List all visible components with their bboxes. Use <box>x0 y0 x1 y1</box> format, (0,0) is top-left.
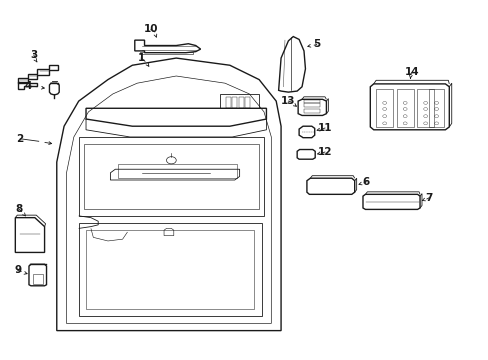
Bar <box>416 89 433 127</box>
Bar <box>304 103 319 107</box>
Text: 13: 13 <box>281 96 295 106</box>
Text: 14: 14 <box>404 67 418 77</box>
Text: 12: 12 <box>317 147 331 157</box>
Text: 2: 2 <box>17 134 24 144</box>
Bar <box>232 97 237 108</box>
Text: 6: 6 <box>362 177 369 187</box>
Text: 5: 5 <box>312 40 320 49</box>
Bar <box>396 89 413 127</box>
Text: 9: 9 <box>14 265 21 275</box>
Bar <box>304 100 319 103</box>
Text: 3: 3 <box>30 50 38 60</box>
Text: 11: 11 <box>317 123 331 133</box>
Text: 4: 4 <box>25 81 32 91</box>
Text: 1: 1 <box>137 53 144 63</box>
Text: 10: 10 <box>143 24 158 35</box>
Bar <box>304 109 319 113</box>
Bar <box>238 97 243 108</box>
Bar <box>428 89 444 127</box>
Text: 8: 8 <box>16 204 23 215</box>
Text: 7: 7 <box>424 193 431 203</box>
Bar <box>375 89 392 127</box>
Bar <box>244 97 249 108</box>
Bar <box>225 97 230 108</box>
